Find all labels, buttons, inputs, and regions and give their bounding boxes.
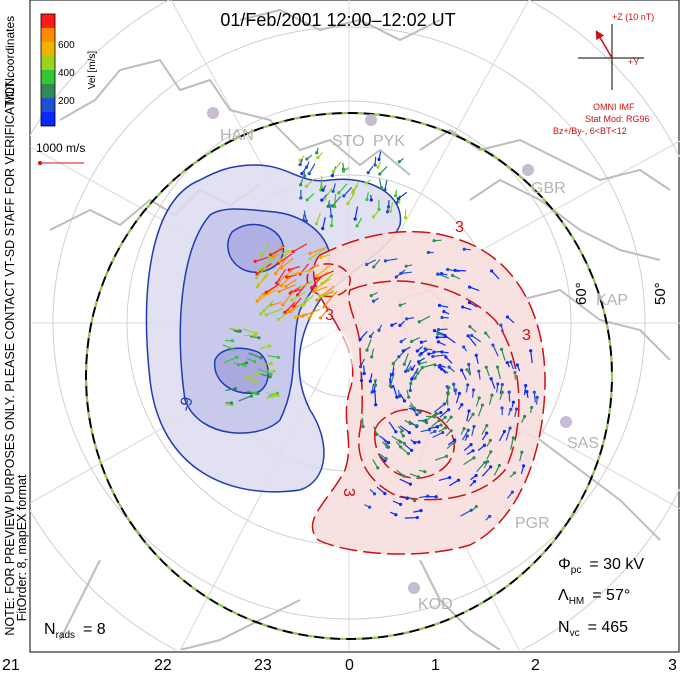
contour-label-neg9: -9	[177, 396, 196, 413]
colorbar-tick-400: 400	[58, 68, 75, 79]
contour-label-3a: 3	[340, 488, 357, 497]
contour-label-3d: 3	[522, 327, 531, 344]
mlt-tick-22: 22	[154, 657, 172, 674]
imf-condition: Bz+/By-, 6<BT<12	[553, 126, 627, 136]
preview-note: NOTE: FOR PREVIEW PURPOSES ONLY. PLEASE …	[3, 74, 17, 635]
colorbar-swatch-0	[41, 14, 55, 28]
imf-stat-mod: Stat Mod: RG96	[585, 114, 650, 124]
velocity-scale: 1000 m/s	[36, 141, 85, 165]
mlt-axis: 21 22 23 0 1 2 3	[2, 657, 677, 674]
nvc-stat: Nvc = 465	[558, 619, 628, 639]
lambda-hm-stat: ΛHM = 57°	[558, 587, 630, 607]
station-labels: HAN STO PYK GBR KAP SAS PGR KOD	[220, 127, 628, 613]
imf-clock: +Z (10 nT) +Y OMNI IMF Stat Mod: RG96 Bz…	[553, 12, 654, 136]
colorbar-tick-600: 600	[58, 40, 75, 51]
colorbar-tick-200: 200	[58, 96, 75, 107]
colorbar-swatch-3	[41, 56, 55, 70]
mlt-tick-21: 21	[2, 657, 20, 674]
imf-plus-y-label: +Y	[628, 57, 639, 67]
contour-label-3b: 3	[325, 307, 334, 324]
phi-pc-stat: Φpc = 30 kV	[558, 556, 644, 576]
velocity-colorbar: 600 400 200 Vel [m/s]	[40, 13, 98, 127]
station-han: HAN	[220, 127, 254, 144]
contour-label-3c: 3	[455, 219, 464, 236]
station-gbr: GBR	[531, 180, 566, 197]
latitude-label-60: 60°	[573, 282, 590, 305]
mlt-tick-2: 2	[531, 657, 540, 674]
imf-plus-z-label: +Z (10 nT)	[612, 12, 654, 22]
nrads-stat: Nrads = 8	[44, 621, 106, 641]
colorbar-swatch-4	[41, 70, 55, 84]
velocity-vectors	[222, 147, 539, 521]
latitude-label-50: 50°	[652, 282, 669, 305]
mlt-coordinates-label: MLT coordinates	[3, 16, 17, 104]
mlt-tick-3: 3	[668, 657, 677, 674]
station-sas: SAS	[567, 435, 599, 452]
colorbar-swatch-2	[41, 42, 55, 56]
imf-source: OMNI IMF	[593, 102, 635, 112]
mlt-tick-23: 23	[254, 657, 272, 674]
colorbar-title: Vel [m/s]	[87, 51, 98, 90]
station-kap: KAP	[596, 292, 628, 309]
map-statistics: Φpc = 30 kV ΛHM = 57° Nvc = 465 Nrads = 8	[44, 556, 644, 641]
plot-frame	[29, 0, 680, 653]
velocity-scale-label: 1000 m/s	[36, 141, 85, 155]
mlt-tick-1: 1	[431, 657, 440, 674]
station-pgr: PGR	[515, 515, 550, 532]
mlt-tick-0: 0	[345, 657, 354, 674]
colorbar-swatch-7	[41, 112, 55, 126]
station-sto: STO	[332, 133, 365, 150]
colorbar-swatch-6	[41, 98, 55, 112]
colorbar-swatch-1	[41, 28, 55, 42]
colorbar-swatch-5	[41, 84, 55, 98]
station-pyk: PYK	[373, 133, 405, 150]
station-kod: KOD	[418, 596, 453, 613]
map-title: 01/Feb/2001 12:00–12:02 UT	[220, 10, 455, 30]
fitorder-note: FitOrder: 8, mapEX format	[15, 474, 29, 621]
station-markers	[207, 107, 572, 594]
